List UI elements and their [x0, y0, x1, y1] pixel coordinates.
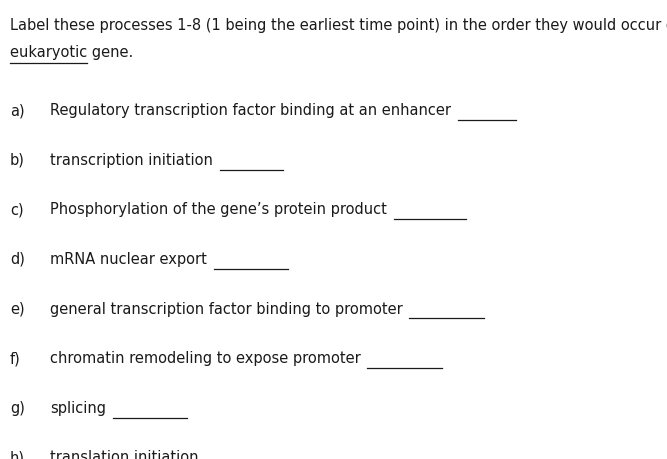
- Text: translation initiation: translation initiation: [50, 450, 199, 459]
- Text: a): a): [10, 103, 25, 118]
- Text: splicing: splicing: [50, 401, 106, 416]
- Text: Label these processes 1-8 (1 being the earliest time point) in the order they wo: Label these processes 1-8 (1 being the e…: [10, 18, 667, 34]
- Text: transcription initiation: transcription initiation: [50, 153, 213, 168]
- Text: f): f): [10, 351, 21, 366]
- Text: mRNA nuclear export: mRNA nuclear export: [50, 252, 207, 267]
- Text: d): d): [10, 252, 25, 267]
- Text: eukaryotic: eukaryotic: [10, 45, 87, 60]
- Text: chromatin remodeling to expose promoter: chromatin remodeling to expose promoter: [50, 351, 361, 366]
- Text: e): e): [10, 302, 25, 317]
- Text: Regulatory transcription factor binding at an enhancer: Regulatory transcription factor binding …: [50, 103, 451, 118]
- Text: h): h): [10, 450, 25, 459]
- Text: general transcription factor binding to promoter: general transcription factor binding to …: [50, 302, 403, 317]
- Text: c): c): [10, 202, 23, 218]
- Text: b): b): [10, 153, 25, 168]
- Text: g): g): [10, 401, 25, 416]
- Text: Phosphorylation of the gene’s protein product: Phosphorylation of the gene’s protein pr…: [50, 202, 387, 218]
- Text: eukaryotic gene.: eukaryotic gene.: [10, 45, 133, 60]
